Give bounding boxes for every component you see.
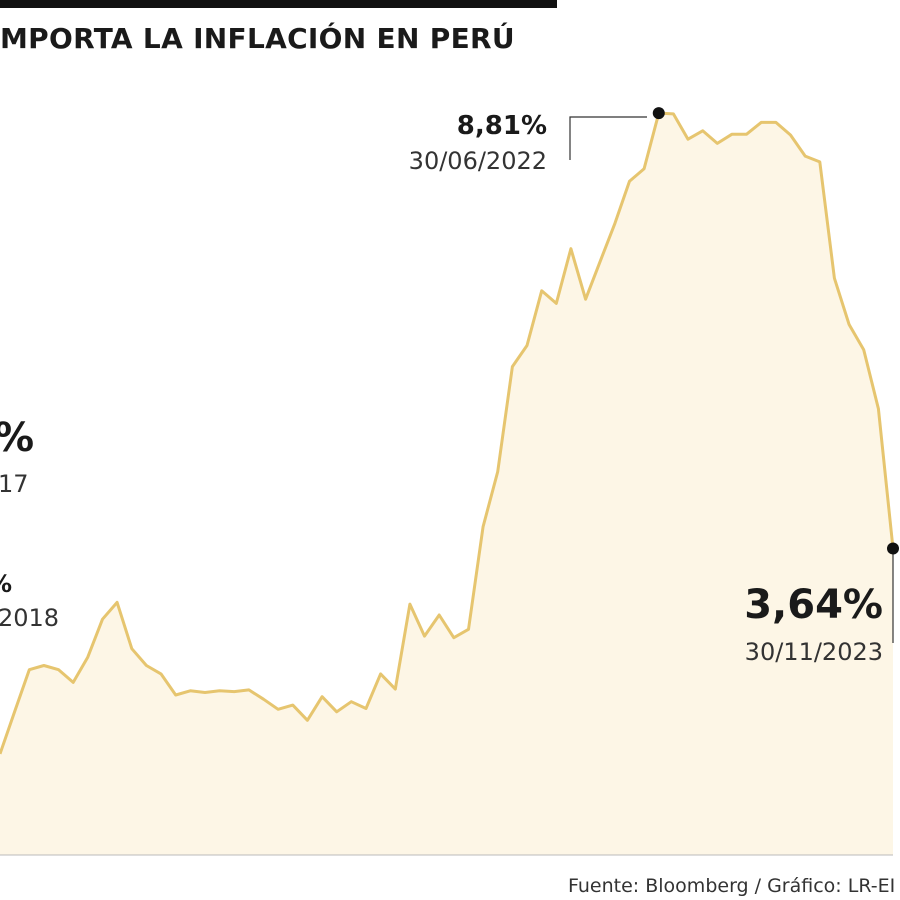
- left-partial-date-1: 17: [0, 470, 29, 498]
- title-top-rule: [0, 0, 557, 8]
- peak-marker: [652, 107, 665, 120]
- peak-date-label: 30/06/2022: [408, 147, 547, 175]
- latest-date-label: 30/11/2023: [744, 638, 883, 666]
- inflation-line: [0, 111, 895, 755]
- latest-value-label: 3,64%: [744, 582, 883, 628]
- peak-leader-line: [569, 116, 647, 160]
- inflation-area-fill: [0, 113, 893, 856]
- left-partial-value-2: %: [0, 572, 12, 596]
- latest-marker: [887, 542, 899, 555]
- chart-title: MPORTA LA INFLACIÓN EN PERÚ: [0, 22, 515, 55]
- left-partial-value-1: %: [0, 418, 34, 458]
- left-partial-date-2: 2018: [0, 604, 60, 632]
- source-credit: Fuente: Bloomberg / Gráfico: LR-EI: [568, 875, 896, 897]
- peak-value-label: 8,81%: [456, 111, 547, 141]
